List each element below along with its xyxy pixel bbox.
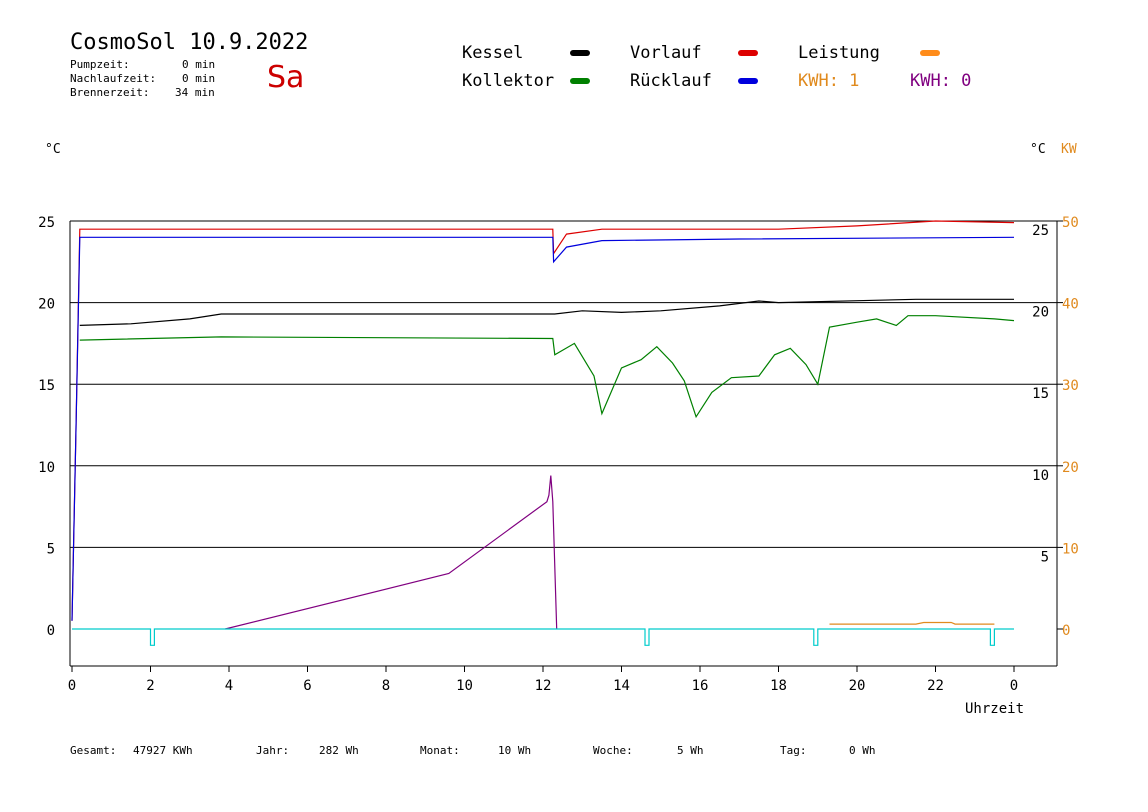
right-c-tick-label-10: 10: [1032, 468, 1049, 484]
chart-title: CosmoSol 10.9.2022: [70, 30, 309, 55]
post-run-time-value: 0 min: [182, 72, 216, 85]
right-kw-tick-label-10: 10: [1062, 541, 1079, 557]
post-run-time-label: Nachlaufzeit:: [70, 72, 157, 85]
x-tick-label-0: 0: [68, 678, 76, 694]
x-tick-label-3: 6: [303, 678, 311, 694]
legend-vorlauf-swatch: [738, 50, 758, 56]
series-line-kollektor: [79, 315, 1015, 419]
right-c-tick-label-15: 15: [1032, 386, 1049, 402]
footer-year-label: Jahr:: [256, 744, 290, 757]
legend-kessel-label: Kessel: [462, 43, 524, 63]
x-tick-label-10: 20: [849, 678, 866, 694]
right-kw-tick-label-30: 30: [1062, 378, 1079, 394]
right-kw-tick-label-20: 20: [1062, 460, 1079, 476]
right-kw-tick-label-40: 40: [1062, 297, 1079, 313]
footer-year-value: 282 Wh: [319, 744, 359, 757]
left-tick-label-20: 20: [38, 297, 55, 313]
series-line-vorlauf: [71, 220, 1015, 621]
x-tick-label-4: 8: [382, 678, 390, 694]
pump-time-label: Pumpzeit:: [70, 58, 130, 71]
right-axis-unit-c: °C: [1030, 142, 1046, 157]
legend-ruecklauf-label: Rücklauf: [630, 71, 712, 91]
left-tick-label-15: 15: [38, 378, 55, 394]
x-tick-label-7: 14: [613, 678, 630, 694]
legend-kollektor-swatch: [570, 78, 590, 84]
x-axis-label: Uhrzeit: [965, 701, 1025, 717]
footer-total-label: Gesamt:: [70, 744, 117, 757]
legend-kollektor-label: Kollektor: [462, 71, 555, 91]
footer-month-label: Monat:: [420, 744, 460, 757]
series-line-kwh: [224, 475, 558, 630]
legend-kessel-swatch: [570, 50, 590, 56]
left-tick-label-0: 0: [47, 623, 55, 639]
legend-leistung-label: Leistung: [798, 43, 880, 63]
left-tick-label-5: 5: [47, 541, 55, 557]
footer-day-label: Tag:: [780, 744, 807, 757]
series-line-leistung: [829, 621, 995, 625]
burner-time-value: 34 min: [175, 86, 215, 99]
x-tick-label-9: 18: [770, 678, 787, 694]
legend-kwh2-text: KWH: 0: [910, 71, 972, 91]
pump-time-value: 0 min: [182, 58, 216, 71]
footer-total-value: 47927 KWh: [133, 744, 193, 757]
x-tick-label-1: 2: [146, 678, 154, 694]
footer-month-value: 10 Wh: [498, 744, 532, 757]
legend-vorlauf-label: Vorlauf: [630, 43, 702, 63]
left-tick-label-25: 25: [38, 215, 55, 231]
x-tick-label-12: 0: [1010, 678, 1018, 694]
legend-kwh1-text: KWH: 1: [798, 71, 860, 91]
weekday-label: Sa: [267, 60, 305, 95]
footer-week-value: 5 Wh: [677, 744, 704, 757]
burner-time-label: Brennerzeit:: [70, 86, 150, 99]
left-axis-unit: °C: [45, 142, 61, 157]
right-axis-unit-kw: KW: [1061, 142, 1077, 157]
right-kw-tick-label-50: 50: [1062, 215, 1079, 231]
series-line-r-cklauf: [71, 236, 1015, 621]
x-tick-label-5: 10: [456, 678, 473, 694]
right-c-tick-label-5: 5: [1041, 549, 1049, 565]
x-tick-label-8: 16: [692, 678, 709, 694]
right-kw-tick-label-0: 0: [1062, 623, 1070, 639]
x-tick-label-6: 12: [535, 678, 552, 694]
series-line-kessel: [79, 298, 1014, 326]
series-line-status: [72, 628, 1014, 646]
legend-leistung-swatch: [920, 50, 940, 56]
left-tick-label-10: 10: [38, 460, 55, 476]
x-tick-label-11: 22: [927, 678, 944, 694]
legend-ruecklauf-swatch: [738, 78, 758, 84]
footer-week-label: Woche:: [593, 744, 633, 757]
right-c-tick-label-25: 25: [1032, 223, 1049, 239]
right-c-tick-label-20: 20: [1032, 305, 1049, 321]
x-tick-label-2: 4: [225, 678, 233, 694]
footer-day-value: 0 Wh: [849, 744, 876, 757]
